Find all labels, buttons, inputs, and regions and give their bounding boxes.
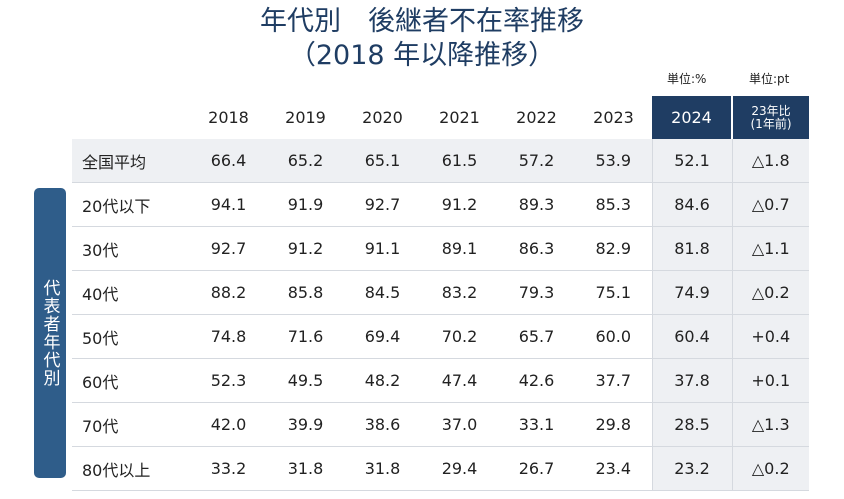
chart-subtitle: （2018 年以降推移） [288,40,556,71]
table-cell: 37.0 [421,402,498,447]
table-cell: 31.8 [267,446,344,491]
change-cell: △0.2 [731,270,809,315]
table-cell: 91.2 [267,226,344,271]
table-cell: 75.1 [575,270,652,315]
change-cell: △1.8 [731,139,809,183]
table-cell: 81.8 [651,226,732,271]
table-cell: 57.2 [498,139,575,183]
table-row: 70代 42.0 39.9 38.6 37.0 33.1 29.8 28.5 △1.3 [72,402,809,447]
table-cell: 65.2 [267,139,344,183]
table-cell: 60.0 [575,314,652,359]
table-cell: 42.6 [498,358,575,403]
table-cell: 85.3 [575,182,652,227]
table-cell: 74.8 [190,314,267,359]
table-cell: 79.3 [498,270,575,315]
table-cell: 65.7 [498,314,575,359]
table-cell: 94.1 [190,182,267,227]
table-cell: 85.8 [267,270,344,315]
table-row: 30代 92.7 91.2 91.1 89.1 86.3 82.9 81.8 △1.1 [72,226,809,271]
chart-title: 年代別 後継者不在率推移 [260,6,584,37]
side-category-label: 代表者年代別 [34,188,66,478]
table-cell: 29.8 [575,402,652,447]
header-year: 2020 [362,108,403,127]
table-cell: 83.2 [421,270,498,315]
table-cell: 89.3 [498,182,575,227]
table-cell: 69.4 [344,314,421,359]
table-cell: 60.4 [651,314,732,359]
change-cell: △1.1 [731,226,809,271]
table-cell: 91.9 [267,182,344,227]
table-cell: 26.7 [498,446,575,491]
header-change: 23年比 (1年前) [731,96,809,139]
table-cell: 82.9 [575,226,652,271]
table-cell: 91.1 [344,226,421,271]
header-change-line1: 23年比 [751,103,791,118]
table-cell: 53.9 [575,139,652,183]
header-year: 2023 [593,108,634,127]
table-cell: 71.6 [267,314,344,359]
change-cell: +0.4 [731,314,809,359]
data-table: 2018 2019 2020 2021 2022 2023 2024 23年比 … [72,96,809,491]
table-cell: 37.8 [651,358,732,403]
header-year-highlight: 2024 [652,96,732,139]
table-cell: 38.6 [344,402,421,447]
table-cell: 52.3 [190,358,267,403]
table-cell: 28.5 [651,402,732,447]
table-cell: 49.5 [267,358,344,403]
header-year: 2018 [208,108,249,127]
table-cell: 74.9 [651,270,732,315]
change-cell: △0.2 [731,446,809,491]
table-cell: 89.1 [421,226,498,271]
change-cell: △0.7 [731,182,809,227]
header-row: 2018 2019 2020 2021 2022 2023 2024 23年比 … [72,96,809,139]
table-row: 80代以上 33.2 31.8 31.8 29.4 26.7 23.4 23.2 △0.2 [72,446,809,491]
row-label: 30代 [72,226,190,271]
table-cell: 86.3 [498,226,575,271]
unit-percent-label: 単位:% [667,72,707,86]
table-cell: 23.4 [575,446,652,491]
table-cell: 52.1 [651,139,732,183]
header-year: 2021 [439,108,480,127]
row-label: 60代 [72,358,190,403]
unit-point-label: 単位:pt [749,72,790,86]
table-cell: 88.2 [190,270,267,315]
change-cell: △1.3 [731,402,809,447]
table-row: 20代以下 94.1 91.9 92.7 91.2 89.3 85.3 84.6 △0.7 [72,182,809,227]
table-cell: 66.4 [190,139,267,183]
table-row: 40代 88.2 85.8 84.5 83.2 79.3 75.1 74.9 △0.2 [72,270,809,315]
table-cell: 33.1 [498,402,575,447]
row-label: 全国平均 [72,139,190,183]
table-cell: 31.8 [344,446,421,491]
table-cell: 37.7 [575,358,652,403]
table-cell: 84.6 [651,182,732,227]
row-label: 80代以上 [72,446,190,491]
table-row: 60代 52.3 49.5 48.2 47.4 42.6 37.7 37.8 +0.1 [72,358,809,403]
table-cell: 91.2 [421,182,498,227]
row-label: 20代以下 [72,182,190,227]
row-label: 40代 [72,270,190,315]
table-cell: 84.5 [344,270,421,315]
change-cell: +0.1 [731,358,809,403]
table-cell: 92.7 [344,182,421,227]
header-year: 2022 [516,108,557,127]
table-cell: 42.0 [190,402,267,447]
table-cell: 61.5 [421,139,498,183]
table-cell: 33.2 [190,446,267,491]
table-cell: 39.9 [267,402,344,447]
row-label: 50代 [72,314,190,359]
header-corner [72,96,190,139]
table-row: 50代 74.8 71.6 69.4 70.2 65.7 60.0 60.4 +0.4 [72,314,809,359]
table-cell: 47.4 [421,358,498,403]
table-cell: 70.2 [421,314,498,359]
side-category-text: 代表者年代別 [39,279,60,387]
table-cell: 65.1 [344,139,421,183]
header-change-line2: (1年前) [750,116,792,131]
table-row: 全国平均 66.4 65.2 65.1 61.5 57.2 53.9 52.1 △1.8 [72,139,809,183]
table-cell: 23.2 [651,446,732,491]
row-label: 70代 [72,402,190,447]
table-cell: 48.2 [344,358,421,403]
table-cell: 29.4 [421,446,498,491]
header-year: 2019 [285,108,326,127]
table-cell: 92.7 [190,226,267,271]
